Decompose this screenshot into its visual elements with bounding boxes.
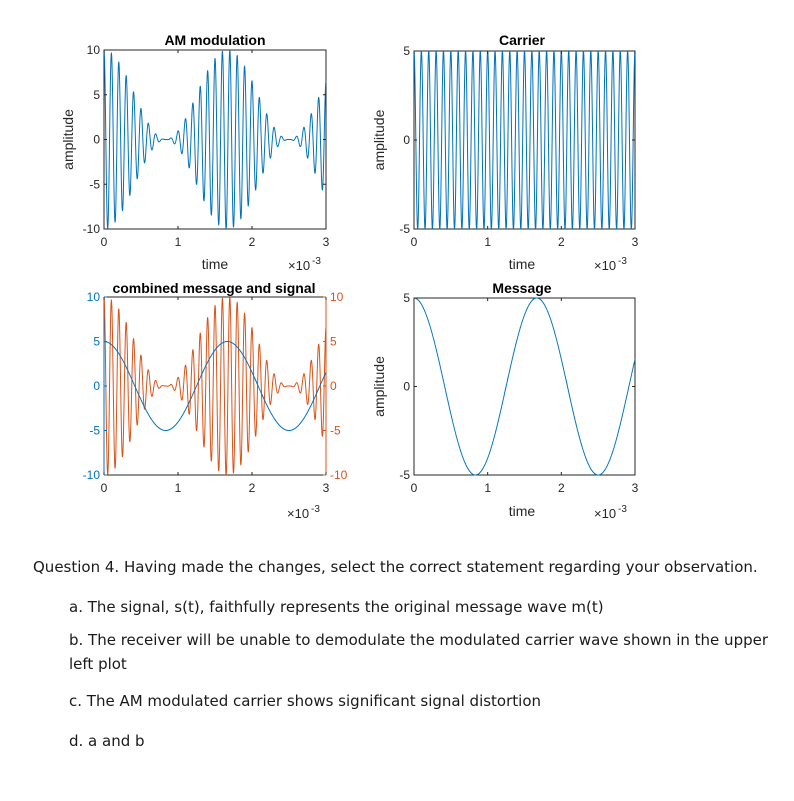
message-xtick-label: 0 [411, 481, 418, 495]
combined-title: combined message and signal [112, 280, 315, 296]
svg-text:×10: ×10 [594, 258, 616, 273]
combined-ytick-label-right: -5 [330, 424, 341, 438]
message-title: Message [492, 280, 551, 296]
combined-x-exponent: ×10 -3 [287, 504, 320, 521]
message-ytick-label: 5 [403, 291, 410, 305]
am-ylabel: amplitude [60, 109, 76, 170]
am-ytick-label: -5 [89, 177, 100, 191]
carrier-xlabel: time [509, 256, 536, 272]
am-x-exponent-value: -3 [312, 256, 321, 267]
combined-ytick-label-right: -10 [330, 468, 348, 482]
carrier-signal-line [413, 50, 636, 230]
am-x-exponent: ×10 -3 [288, 256, 321, 273]
svg-text:×10: ×10 [288, 258, 310, 273]
carrier-ytick-label: -5 [399, 222, 410, 236]
combined-xtick-label: 0 [101, 481, 108, 495]
am-xtick-label: 2 [249, 235, 256, 249]
message-xlabel: time [509, 503, 536, 519]
combined-ytick-label: -10 [83, 468, 101, 482]
message-axes-box [413, 297, 636, 476]
message-xtick-label: 2 [558, 481, 565, 495]
subplot-am-modulation: AM modulation amplitude time ×10 -3 0 1 2 3… [60, 32, 330, 273]
message-signal-line [414, 297, 636, 476]
am-ytick-label: 5 [93, 88, 100, 102]
message-ytick-label: -5 [399, 468, 410, 482]
message-xtick-label: 3 [632, 481, 639, 495]
combined-ytick-label-right: 10 [330, 290, 344, 304]
carrier-x-exponent-value: -3 [618, 256, 627, 267]
carrier-title: Carrier [499, 32, 545, 48]
combined-ytick-label: 0 [93, 379, 100, 393]
combined-ytick-label: -5 [89, 424, 100, 438]
am-ytick-label: -10 [83, 222, 101, 236]
combined-ytick-label: 10 [87, 290, 101, 304]
combined-signal-line [103, 296, 327, 476]
carrier-xtick-label: 0 [411, 235, 418, 249]
svg-text:×10: ×10 [594, 506, 616, 521]
am-xtick-label: 0 [101, 235, 108, 249]
carrier-x-exponent: ×10 -3 [594, 256, 627, 273]
combined-axes-box [104, 297, 326, 475]
message-x-exponent-value: -3 [618, 504, 627, 515]
combined-ytick-label-right: 0 [330, 379, 337, 393]
subplot-carrier: Carrier amplitude time ×10 -3 0 1 2 3-505 [371, 32, 639, 273]
combined-xtick-label: 1 [175, 481, 182, 495]
combined-ytick-label: 5 [93, 335, 100, 349]
am-axes-box [103, 49, 327, 230]
message-ylabel: amplitude [371, 356, 387, 417]
option-d[interactable]: d. a and b [69, 732, 145, 750]
option-c[interactable]: c. The AM modulated carrier shows signif… [69, 692, 542, 710]
message-ytick-label: 0 [403, 380, 410, 394]
figure-four-subplots: AM modulation amplitude time ×10 -3 0 1 2 3… [60, 32, 639, 521]
message-xtick-label: 1 [484, 481, 491, 495]
combined-xtick-label: 3 [323, 481, 330, 495]
svg-text:×10: ×10 [287, 506, 309, 521]
am-ytick-label: 10 [87, 43, 101, 57]
carrier-ytick-label: 0 [403, 133, 410, 147]
am-xlabel: time [202, 256, 229, 272]
option-b[interactable]: b. The receiver will be unable to demodu… [69, 631, 769, 673]
am-title: AM modulation [164, 32, 265, 48]
am-xtick-label: 1 [175, 235, 182, 249]
am-xtick-label: 3 [323, 235, 330, 249]
carrier-ytick-label: 5 [403, 44, 410, 58]
combined-xtick-label: 2 [249, 481, 256, 495]
combined-message-line [104, 341, 327, 431]
option-a[interactable]: a. The signal, s(t), faithfully represen… [69, 598, 604, 616]
carrier-xtick-label: 1 [484, 235, 491, 249]
carrier-xtick-label: 2 [558, 235, 565, 249]
carrier-ylabel: amplitude [371, 109, 387, 170]
am-signal-line [103, 49, 327, 230]
subplot-combined: combined message and signal ×10 -3 0 1 2 3-… [83, 280, 348, 521]
combined-x-exponent-value: -3 [311, 504, 320, 515]
carrier-axes-box [413, 50, 636, 230]
carrier-xtick-label: 3 [632, 235, 639, 249]
subplot-message: Message amplitude time ×10 -3 0 1 2 3-505 [371, 280, 639, 521]
combined-ytick-label-right: 5 [330, 335, 337, 349]
message-x-exponent: ×10 -3 [594, 504, 627, 521]
am-ytick-label: 0 [93, 133, 100, 147]
question-stem: Question 4. Having made the changes, sel… [33, 558, 758, 576]
